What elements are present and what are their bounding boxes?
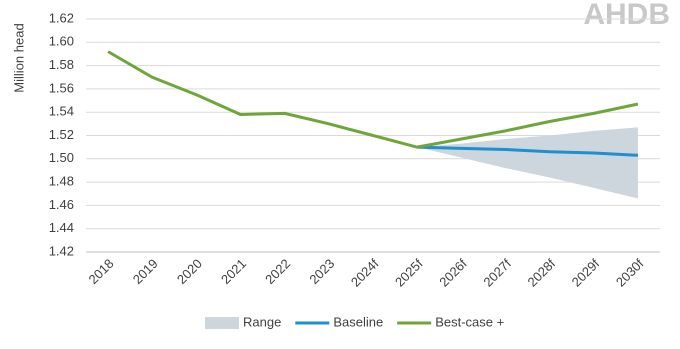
y-tick-label: 1.62 bbox=[49, 10, 74, 25]
x-tick-label: 2018 bbox=[86, 256, 117, 287]
x-tick-label: 2019 bbox=[130, 256, 161, 287]
y-tick-label: 1.58 bbox=[49, 57, 74, 72]
x-tick-label: 2027f bbox=[480, 256, 514, 290]
line bbox=[107, 50, 639, 149]
y-tick-label: 1.52 bbox=[49, 127, 74, 142]
x-tick-label: 2024f bbox=[348, 256, 382, 290]
line bbox=[417, 145, 639, 157]
x-tick-label: 2025f bbox=[392, 256, 426, 290]
y-tick-label: 1.56 bbox=[49, 80, 74, 95]
legend-label: Baseline bbox=[333, 314, 383, 329]
y-tick-label: 1.42 bbox=[49, 243, 74, 258]
x-tick-label: 2028f bbox=[525, 256, 559, 290]
legend-label: Best-case + bbox=[435, 314, 504, 329]
range-area bbox=[417, 127, 638, 199]
y-axis-label: Million head bbox=[11, 23, 26, 92]
y-tick-label: 1.50 bbox=[49, 150, 74, 165]
x-tick-label: 2026f bbox=[436, 256, 470, 290]
x-tick-label: 2029f bbox=[569, 256, 603, 290]
x-tick-label: 2020 bbox=[174, 256, 205, 287]
y-tick-label: 1.44 bbox=[49, 220, 74, 235]
watermark: AHDB bbox=[583, 0, 670, 31]
x-tick-label: 2023 bbox=[306, 256, 337, 287]
legend-swatch bbox=[205, 317, 239, 329]
x-tick-label: 2030f bbox=[613, 256, 647, 290]
x-tick-label: 2021 bbox=[218, 256, 249, 287]
y-tick-label: 1.46 bbox=[49, 197, 74, 212]
y-tick-label: 1.60 bbox=[49, 34, 74, 49]
y-tick-label: 1.48 bbox=[49, 174, 74, 189]
y-tick-label: 1.54 bbox=[49, 104, 74, 119]
legend-label: Range bbox=[243, 314, 281, 329]
x-tick-label: 2022 bbox=[262, 256, 293, 287]
